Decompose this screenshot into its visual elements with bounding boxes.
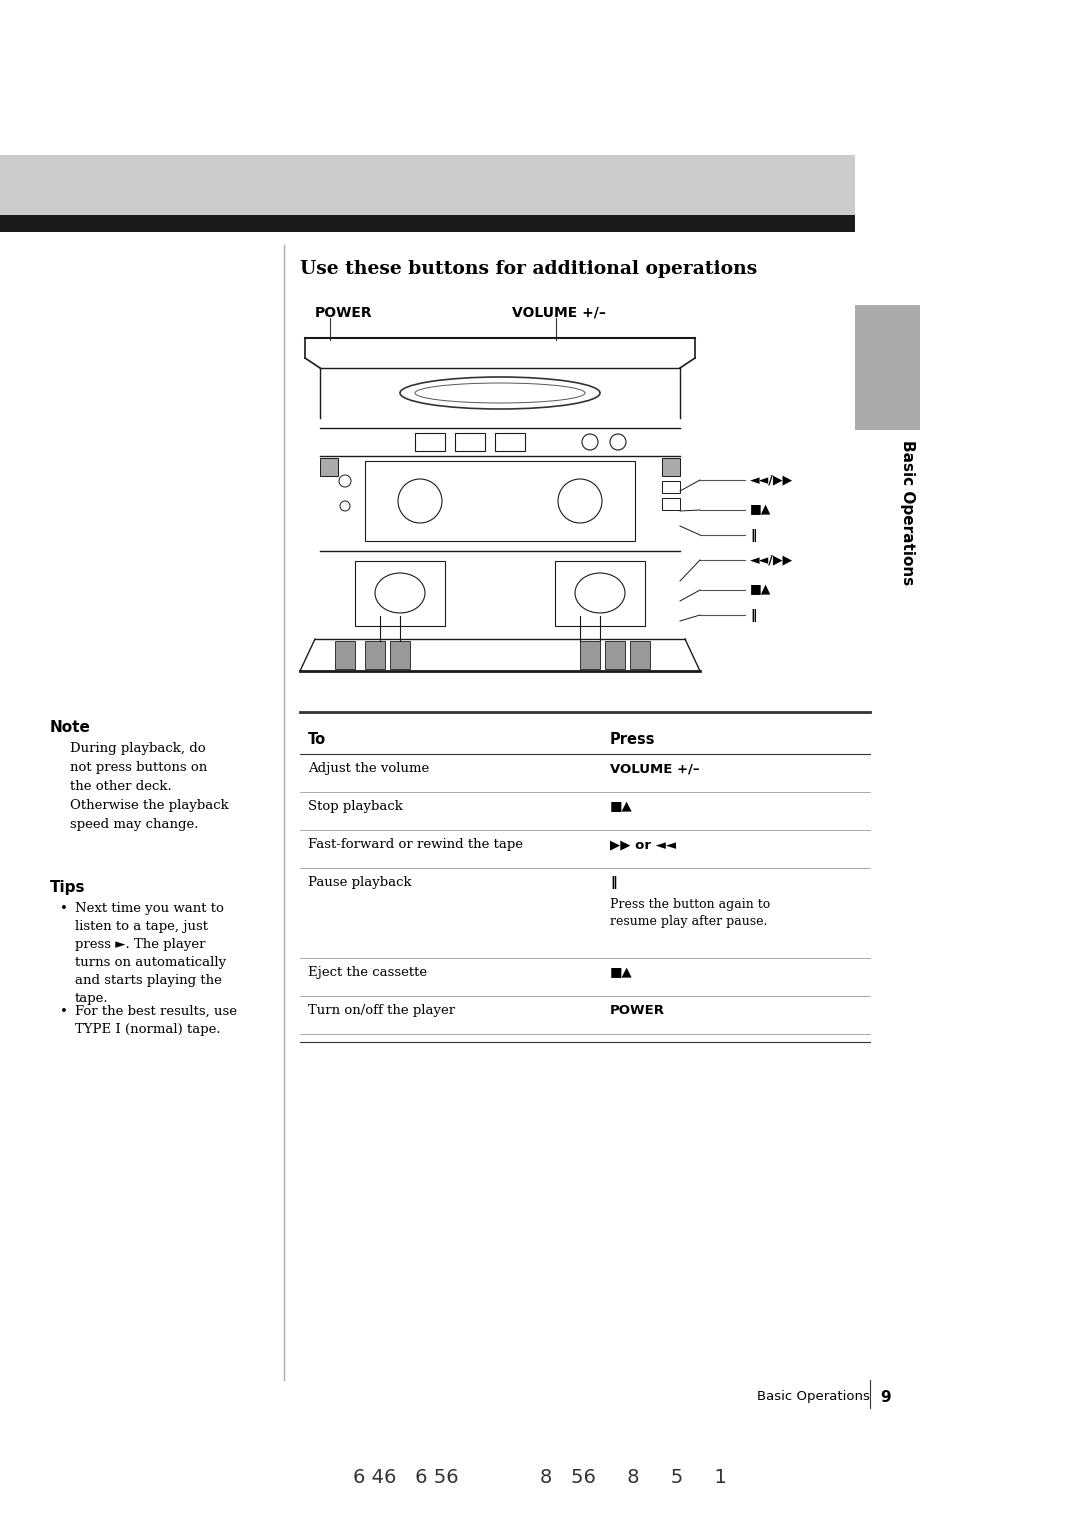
Text: 6 46   6 56             8   56     8     5     1: 6 46 6 56 8 56 8 5 1: [353, 1468, 727, 1487]
Text: To: To: [308, 732, 326, 747]
Text: POWER: POWER: [315, 306, 373, 319]
Bar: [455, 432, 485, 451]
Text: Use these buttons for additional operations: Use these buttons for additional operati…: [300, 260, 757, 278]
Text: ‖: ‖: [750, 529, 756, 541]
Text: VOLUME +/–: VOLUME +/–: [512, 306, 606, 319]
Text: Fast-forward or rewind the tape: Fast-forward or rewind the tape: [308, 837, 523, 851]
Bar: [662, 481, 680, 494]
Bar: [855, 306, 920, 429]
Text: Press the button again to
resume play after pause.: Press the button again to resume play af…: [610, 898, 770, 927]
Text: ■▲: ■▲: [610, 966, 633, 979]
Text: For the best results, use
TYPE I (normal) tape.: For the best results, use TYPE I (normal…: [75, 1005, 237, 1036]
Text: ■▲: ■▲: [750, 584, 771, 596]
Bar: [605, 642, 625, 669]
Text: •: •: [60, 1005, 68, 1018]
Text: ■▲: ■▲: [750, 504, 771, 516]
Text: POWER: POWER: [610, 1004, 665, 1018]
Text: •: •: [60, 902, 68, 915]
Text: Turn on/off the player: Turn on/off the player: [308, 1004, 455, 1018]
Text: Pause playback: Pause playback: [308, 876, 411, 889]
Text: Eject the cassette: Eject the cassette: [308, 966, 427, 979]
Bar: [320, 458, 338, 477]
Bar: [630, 642, 650, 669]
Text: Press: Press: [610, 732, 656, 747]
Text: During playback, do
not press buttons on
the other deck.
Otherwise the playback
: During playback, do not press buttons on…: [70, 743, 229, 831]
Bar: [365, 461, 635, 541]
Text: ▶▶ or ◄◄: ▶▶ or ◄◄: [610, 837, 676, 851]
Bar: [495, 432, 525, 451]
Text: Basic Operations: Basic Operations: [900, 440, 915, 585]
Bar: [390, 642, 410, 669]
Text: Adjust the volume: Adjust the volume: [308, 762, 429, 775]
Bar: [0, 154, 855, 215]
Text: VOLUME +/–: VOLUME +/–: [610, 762, 700, 775]
Text: ■▲: ■▲: [610, 801, 633, 813]
Text: Basic Operations: Basic Operations: [757, 1390, 870, 1403]
Bar: [365, 642, 384, 669]
Text: Note: Note: [50, 720, 91, 735]
Bar: [662, 498, 680, 510]
Bar: [662, 458, 680, 477]
Text: ◄◄/▶▶: ◄◄/▶▶: [750, 474, 793, 486]
Bar: [415, 432, 445, 451]
Bar: [335, 642, 355, 669]
Text: 9: 9: [880, 1390, 891, 1406]
Text: Next time you want to
listen to a tape, just
press ►. The player
turns on automa: Next time you want to listen to a tape, …: [75, 902, 226, 1005]
Bar: [355, 561, 445, 626]
Text: ‖: ‖: [610, 876, 617, 889]
Text: ◄◄/▶▶: ◄◄/▶▶: [750, 553, 793, 567]
Text: Stop playback: Stop playback: [308, 801, 403, 813]
Text: ‖: ‖: [750, 608, 756, 622]
Bar: [555, 561, 645, 626]
Bar: [580, 642, 600, 669]
Bar: [0, 215, 855, 232]
Text: Tips: Tips: [50, 880, 85, 895]
